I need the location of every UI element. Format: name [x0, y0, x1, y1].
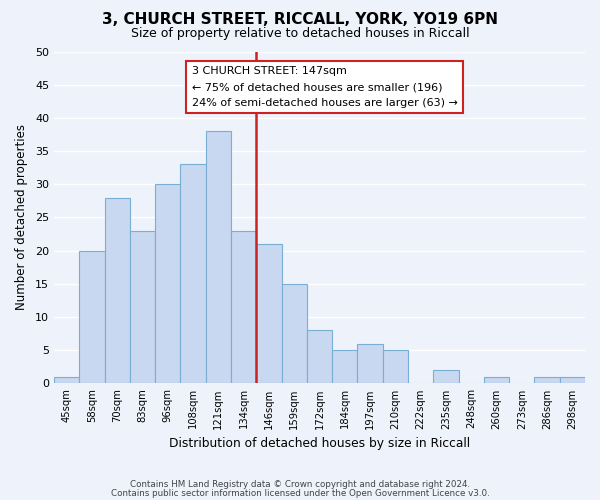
- Y-axis label: Number of detached properties: Number of detached properties: [15, 124, 28, 310]
- Bar: [358, 344, 383, 384]
- Bar: [231, 230, 256, 384]
- Bar: [281, 284, 307, 384]
- Text: Contains HM Land Registry data © Crown copyright and database right 2024.: Contains HM Land Registry data © Crown c…: [130, 480, 470, 489]
- Text: 3, CHURCH STREET, RICCALL, YORK, YO19 6PN: 3, CHURCH STREET, RICCALL, YORK, YO19 6P…: [102, 12, 498, 28]
- Text: 3 CHURCH STREET: 147sqm
← 75% of detached houses are smaller (196)
24% of semi-d: 3 CHURCH STREET: 147sqm ← 75% of detache…: [192, 66, 458, 108]
- Bar: [332, 350, 358, 384]
- Bar: [256, 244, 281, 384]
- Bar: [433, 370, 458, 384]
- Text: Size of property relative to detached houses in Riccall: Size of property relative to detached ho…: [131, 28, 469, 40]
- X-axis label: Distribution of detached houses by size in Riccall: Distribution of detached houses by size …: [169, 437, 470, 450]
- Bar: [54, 377, 79, 384]
- Bar: [79, 250, 104, 384]
- Bar: [130, 230, 155, 384]
- Bar: [307, 330, 332, 384]
- Bar: [104, 198, 130, 384]
- Bar: [383, 350, 408, 384]
- Bar: [560, 377, 585, 384]
- Text: Contains public sector information licensed under the Open Government Licence v3: Contains public sector information licen…: [110, 489, 490, 498]
- Bar: [535, 377, 560, 384]
- Bar: [181, 164, 206, 384]
- Bar: [484, 377, 509, 384]
- Bar: [155, 184, 181, 384]
- Bar: [206, 131, 231, 384]
